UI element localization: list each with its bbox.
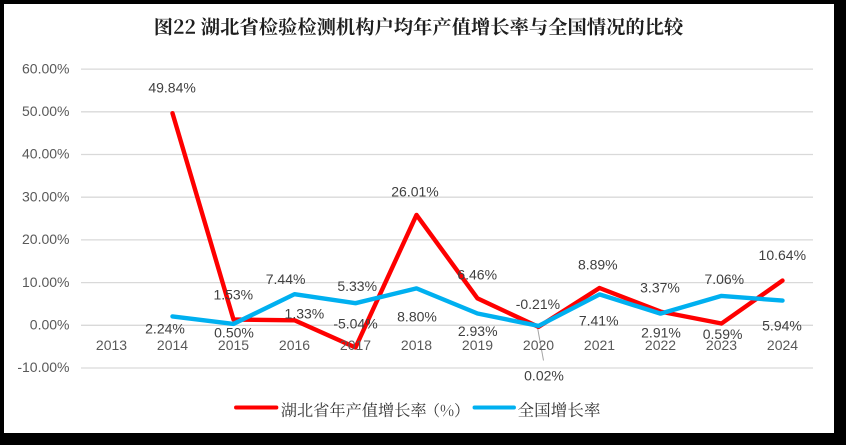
svg-text:5.94%: 5.94% [762,317,802,333]
svg-text:3.37%: 3.37% [640,280,680,296]
svg-text:50.00%: 50.00% [22,103,69,119]
svg-text:26.01%: 26.01% [391,184,438,200]
svg-text:2018: 2018 [401,337,432,353]
svg-text:8.80%: 8.80% [397,308,437,324]
svg-text:2016: 2016 [279,337,310,353]
svg-text:2021: 2021 [584,337,615,353]
svg-text:0.00%: 0.00% [30,317,70,333]
svg-text:20.00%: 20.00% [22,231,69,247]
svg-text:7.06%: 7.06% [704,271,744,287]
svg-text:2014: 2014 [157,337,188,353]
svg-text:-0.21%: -0.21% [516,296,560,312]
svg-text:2015: 2015 [218,337,249,353]
svg-text:0.50%: 0.50% [214,325,254,341]
svg-text:2.24%: 2.24% [145,321,185,337]
svg-text:10.64%: 10.64% [759,247,806,263]
svg-text:2.91%: 2.91% [641,324,681,340]
svg-text:30.00%: 30.00% [22,188,69,204]
svg-text:8.89%: 8.89% [578,257,618,273]
svg-text:5.33%: 5.33% [337,278,377,294]
svg-text:2013: 2013 [96,337,127,353]
svg-text:2023: 2023 [706,337,737,353]
svg-text:10.00%: 10.00% [22,274,69,290]
svg-text:2024: 2024 [767,337,798,353]
svg-text:1.33%: 1.33% [285,306,325,322]
svg-text:1.53%: 1.53% [213,287,253,303]
svg-text:60.00%: 60.00% [22,60,69,76]
svg-text:-5.04%: -5.04% [333,316,377,332]
svg-text:-10.00%: -10.00% [17,359,69,375]
svg-text:0.59%: 0.59% [703,326,743,342]
svg-text:2022: 2022 [645,337,676,353]
svg-text:6.46%: 6.46% [457,266,497,282]
svg-text:2.93%: 2.93% [458,323,498,339]
svg-text:7.41%: 7.41% [579,313,619,329]
svg-text:2019: 2019 [462,337,493,353]
svg-text:40.00%: 40.00% [22,146,69,162]
svg-text:2020: 2020 [523,337,554,353]
svg-text:2017: 2017 [340,337,371,353]
svg-text:0.02%: 0.02% [524,368,564,384]
svg-text:49.84%: 49.84% [148,79,195,95]
svg-text:7.44%: 7.44% [266,271,306,287]
